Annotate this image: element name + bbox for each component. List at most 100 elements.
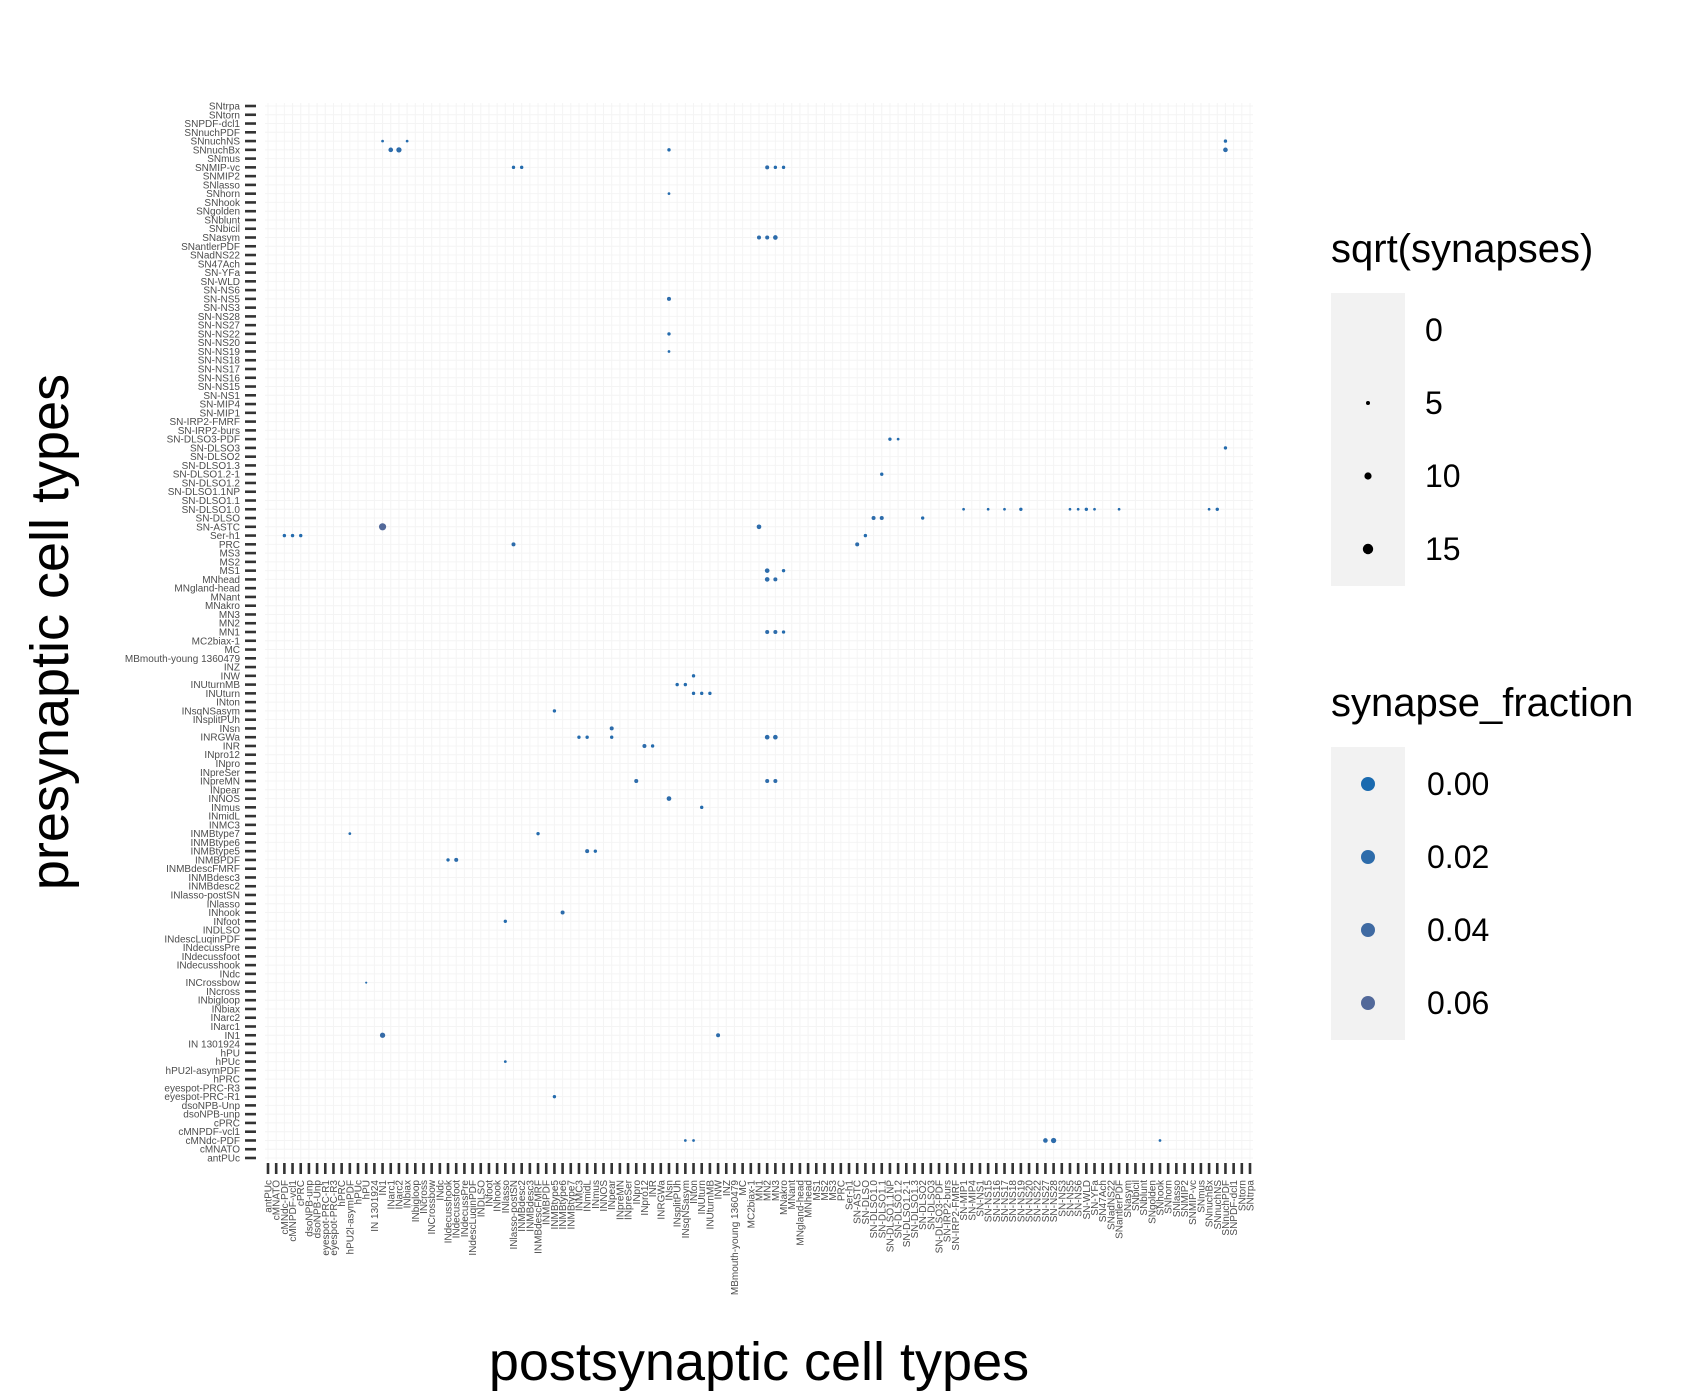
point xyxy=(773,779,778,784)
y-tick-label: SN-NS1 xyxy=(203,391,240,402)
y-tick-label: MC2biax-1 xyxy=(192,636,241,647)
x-tick-label: SN-DLSO1.3 xyxy=(910,1180,921,1239)
color-legend-label: 0.02 xyxy=(1427,839,1489,875)
point xyxy=(962,507,965,511)
x-tick-label: INsn xyxy=(664,1180,675,1201)
point xyxy=(642,743,647,748)
point xyxy=(388,147,394,153)
point xyxy=(773,577,778,582)
y-tick-label: SNnuchPDF xyxy=(184,128,240,139)
x-tick-label: INmidL xyxy=(583,1180,594,1212)
y-tick-label: SN-NS3 xyxy=(203,303,240,314)
y-tick-label: INMC3 xyxy=(209,820,241,831)
y-tick-label: INhook xyxy=(208,908,241,919)
y-tick-label: MN3 xyxy=(219,610,241,621)
y-tick-label: INpro12 xyxy=(204,750,240,761)
y-tick-label: INMBtype6 xyxy=(191,838,241,849)
y-tick-label: INCrossbow xyxy=(186,978,241,989)
y-tick-label: INsplitPUh xyxy=(193,715,240,726)
y-tick-label: SN-NS27 xyxy=(198,321,241,332)
point xyxy=(667,332,671,336)
x-tick-label: SNtorn xyxy=(1237,1180,1248,1211)
x-tick-label: eyespot-PRC-R3 xyxy=(329,1180,340,1256)
y-tick-label: SN-DLSO1.3 xyxy=(182,461,241,472)
y-tick-label: eyespot-PRC-R1 xyxy=(164,1092,240,1103)
x-tick-label: INR xyxy=(648,1180,659,1197)
x-tick-label: INW xyxy=(714,1179,725,1199)
y-tick-label: MN1 xyxy=(219,628,241,639)
size-legend: sqrt(synapses) 0 5 10 15 xyxy=(1331,227,1593,586)
y-tick-label: SN-NS28 xyxy=(198,312,241,323)
point xyxy=(765,779,770,784)
x-tick-label: INsplitPUh xyxy=(673,1180,684,1227)
point xyxy=(773,235,778,240)
point xyxy=(675,682,679,687)
size-legend-key xyxy=(1366,401,1370,405)
x-tick-label: MNakro xyxy=(779,1180,790,1215)
x-tick-label: SN47Ach xyxy=(1098,1180,1109,1222)
x-axis-tick-labels: antPUccMNATOcMNdc-PDFcMNPDF-vcl1cPRCdsoN… xyxy=(264,1179,1257,1295)
x-tick-label: INpreSer xyxy=(624,1179,635,1220)
color-legend-title: synapse_fraction xyxy=(1331,681,1633,725)
y-tick-label: INdecussfoot xyxy=(182,952,241,963)
point xyxy=(1076,507,1080,511)
y-tick-label: hPU2l-asymPDF xyxy=(166,1066,240,1077)
point xyxy=(1003,507,1006,511)
point xyxy=(503,919,507,923)
x-tick-label: INpro12 xyxy=(640,1180,651,1216)
x-tick-label: IN1 xyxy=(378,1180,389,1196)
point xyxy=(764,734,770,740)
y-tick-label: MNhead xyxy=(202,575,240,586)
point xyxy=(666,796,672,801)
x-tick-label: INfoot xyxy=(484,1180,495,1207)
y-tick-label: eyespot-PRC-R3 xyxy=(164,1083,240,1094)
y-tick-label: INarc2 xyxy=(211,1013,241,1024)
point xyxy=(871,516,876,521)
y-tick-label: SN-NS20 xyxy=(198,338,241,349)
x-tick-label: SN-DLSO xyxy=(861,1180,872,1225)
point xyxy=(666,296,671,301)
x-tick-label: eyespot-PRC-R1 xyxy=(321,1180,332,1256)
x-tick-label: INMBtype7 xyxy=(566,1180,577,1230)
y-tick-label: SN-IRP2-FMRF xyxy=(169,417,240,428)
y-tick-label: INMBdescFMRF xyxy=(166,864,240,875)
x-tick-label: INcross xyxy=(419,1180,430,1214)
x-tick-label: SN-DLSO1.1NP xyxy=(885,1180,896,1253)
x-tick-label: SN-IRP2-FMRF xyxy=(951,1180,962,1251)
x-tick-label: SN-DLSO1.2-1 xyxy=(902,1180,913,1248)
x-tick-label: SN-ASTC xyxy=(853,1180,864,1224)
y-tick-label: INdc xyxy=(219,969,240,980)
x-tick-label: MC2biax-1 xyxy=(746,1180,757,1229)
x-tick-label: MNant xyxy=(787,1180,798,1210)
point xyxy=(855,542,860,547)
y-tick-label: Ser-h1 xyxy=(210,531,240,542)
x-tick-label: hPU2l-asymPDF xyxy=(345,1180,356,1254)
y-tick-label: MBmouth-young 1360479 xyxy=(125,654,241,665)
y-tick-label: SNasym xyxy=(202,233,240,244)
data-points xyxy=(282,139,1228,1144)
x-tick-label: SN-DLSO1.2 xyxy=(894,1180,905,1239)
point xyxy=(378,523,387,531)
point xyxy=(765,235,770,240)
y-tick-label: cMNPDF-vcl1 xyxy=(178,1127,240,1138)
x-tick-label: SNlasso xyxy=(1172,1180,1183,1218)
x-tick-label: SN-DLSO1.0 xyxy=(869,1180,880,1239)
point xyxy=(1223,446,1228,450)
size-legend-title: sqrt(synapses) xyxy=(1331,227,1593,271)
y-tick-label: MS3 xyxy=(219,549,240,560)
x-tick-label: SNmus xyxy=(1196,1180,1207,1213)
point xyxy=(880,472,884,476)
point xyxy=(536,831,540,836)
y-tick-label: SNnuchBx xyxy=(193,145,240,156)
color-legend-items: 0.00 0.02 0.04 0.06 xyxy=(1361,766,1489,1021)
point xyxy=(593,849,598,853)
x-tick-label: Ser-h1 xyxy=(845,1180,856,1210)
y-tick-label: SNtorn xyxy=(209,110,240,121)
x-tick-label: hPUc xyxy=(354,1180,365,1204)
x-tick-label: SNadNS22 xyxy=(1106,1180,1117,1230)
point xyxy=(700,691,704,696)
y-tick-label: SN-NS19 xyxy=(198,347,241,358)
y-tick-label: INsqNSasym xyxy=(182,706,240,717)
x-tick-label: INlasso xyxy=(501,1180,512,1214)
x-tick-label: INpreMN xyxy=(615,1180,626,1220)
